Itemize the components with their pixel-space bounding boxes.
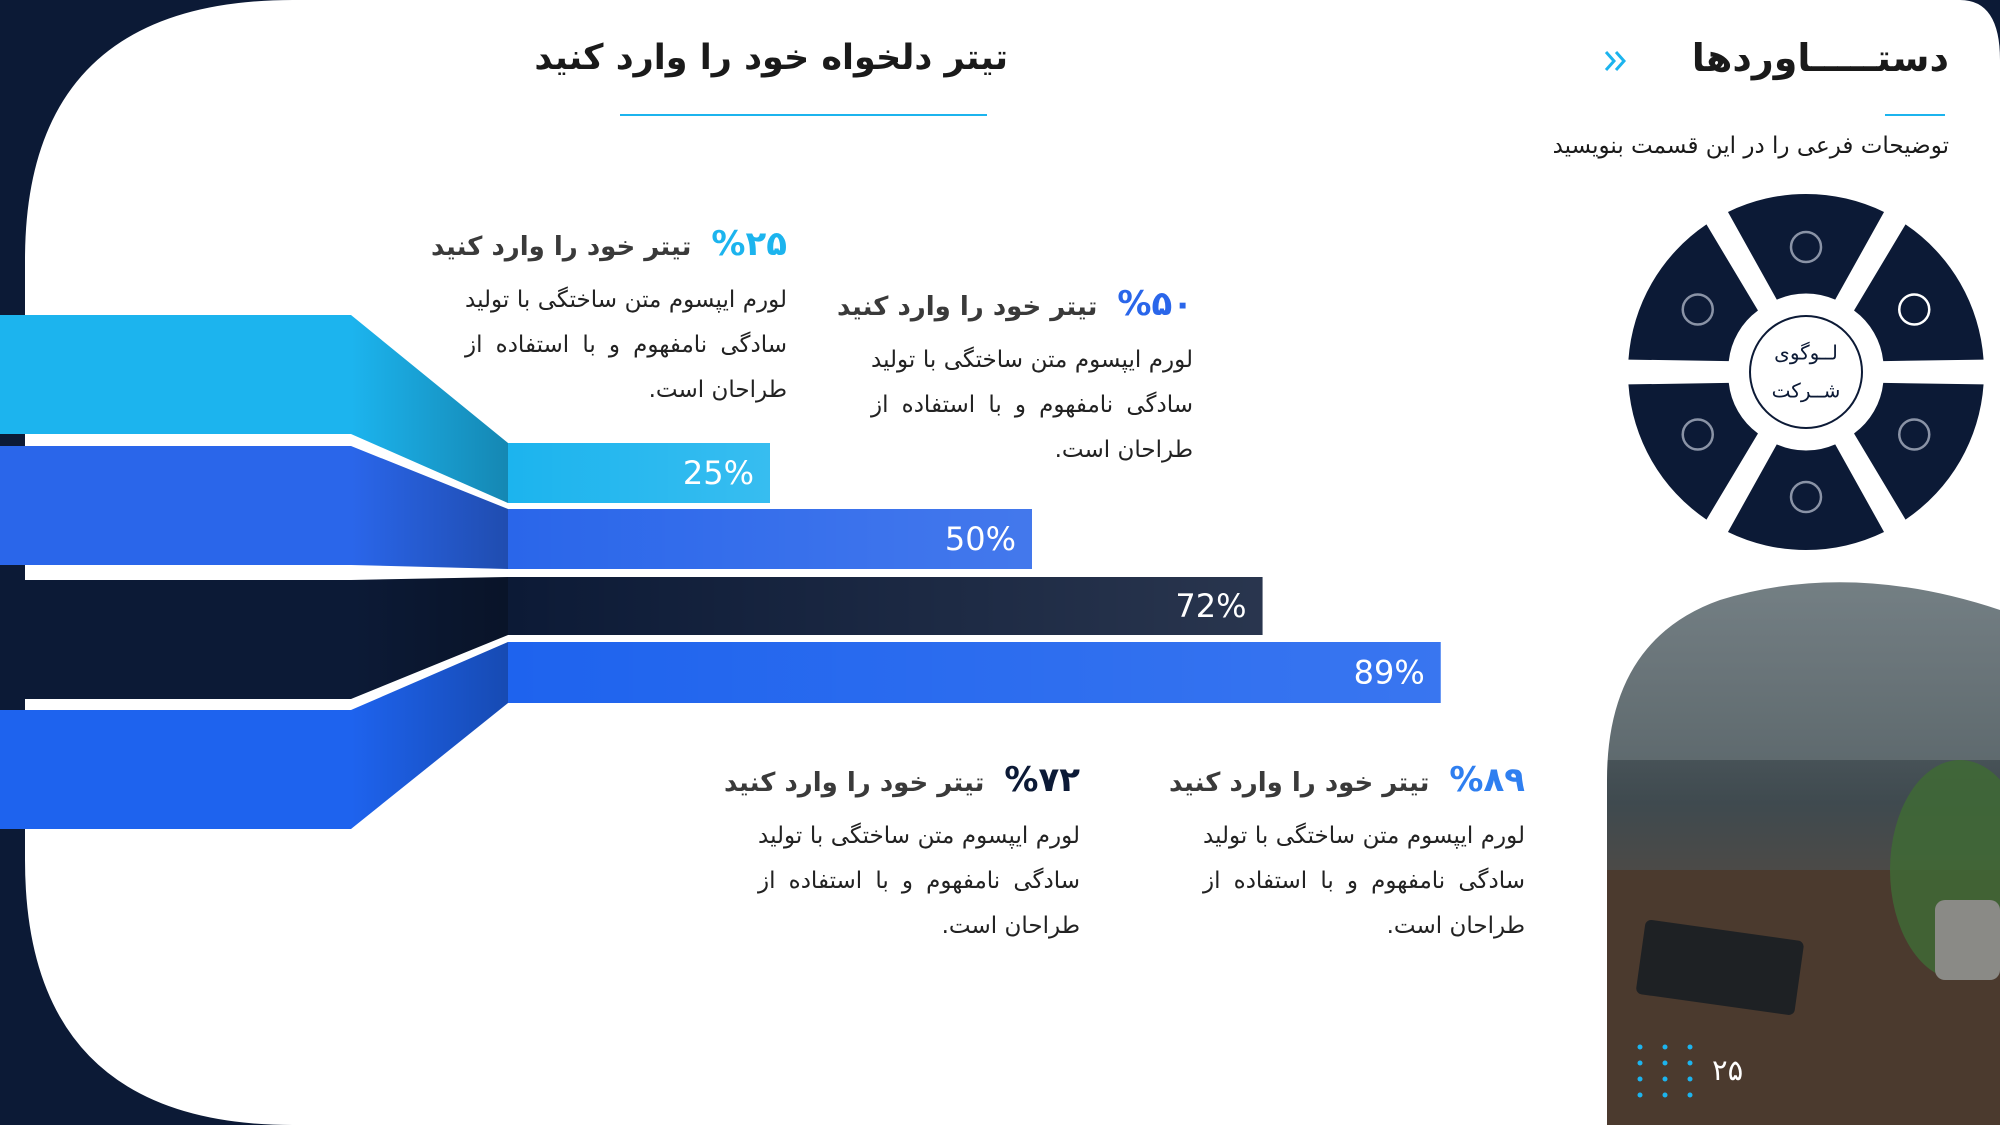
dot	[1662, 1060, 1668, 1066]
card: %۵۰ تیتر خود را وارد کنید لورم ایپسوم متن…	[837, 284, 1193, 473]
value-label: 25%	[683, 454, 754, 492]
value-label: 89%	[1354, 654, 1425, 692]
card-percent: %۵۰	[1117, 284, 1193, 324]
card-text: لورم ایپسوم متن ساختگی با تولید سادگی نا…	[758, 823, 1080, 939]
chevron	[1604, 51, 1617, 71]
card: %۷۲ تیتر خود را وارد کنید لورم ایپسوم متن…	[724, 760, 1080, 949]
bar-gloss	[508, 642, 1441, 703]
wheel-petal	[1727, 194, 1885, 300]
card-percent: %۲۵	[711, 224, 787, 264]
wheel-icon	[1681, 418, 1714, 451]
dot	[1687, 1076, 1693, 1082]
dots	[1637, 1044, 1693, 1098]
card: %۲۵ تیتر خود را وارد کنید لورم ایپسوم متن…	[431, 224, 787, 413]
dot	[1637, 1044, 1643, 1050]
funnel-shade	[351, 315, 508, 503]
dot	[1637, 1092, 1643, 1098]
value-label: 72%	[1175, 587, 1246, 625]
wheel-petal	[1854, 382, 1984, 520]
dot	[1662, 1092, 1668, 1098]
bar-gloss	[508, 577, 1263, 635]
card-title: تیتر خود را وارد کنید	[837, 292, 1098, 322]
funnel	[0, 315, 508, 829]
funnel-shade	[351, 446, 508, 569]
slide-title: دستـــــاوردها	[1691, 36, 1949, 80]
card-title: تیتر خود را وارد کنید	[724, 768, 985, 798]
dot	[1687, 1044, 1693, 1050]
wheel-icon	[1898, 418, 1931, 451]
card-text: لورم ایپسوم متن ساختگی با تولید سادگی نا…	[465, 287, 787, 403]
dot	[1637, 1060, 1643, 1066]
logo-text: لــوگوی	[1774, 341, 1838, 365]
bar-gloss	[508, 509, 1032, 569]
logo-circle	[1749, 315, 1863, 429]
dot	[1687, 1060, 1693, 1066]
photo	[1607, 540, 2000, 1125]
funnel-shade	[351, 577, 508, 699]
chevron	[1614, 51, 1627, 71]
dot	[1687, 1092, 1693, 1098]
card-title: تیتر خود را وارد کنید	[1169, 768, 1430, 798]
wheel-petal	[1628, 382, 1758, 520]
wheel-petal	[1628, 224, 1758, 362]
dot	[1637, 1076, 1643, 1082]
main-title: تیتر دلخواه خود را وارد کنید	[534, 38, 1008, 78]
card: %۸۹ تیتر خود را وارد کنید لورم ایپسوم متن…	[1169, 760, 1525, 949]
card-text: لورم ایپسوم متن ساختگی با تولید سادگی نا…	[871, 347, 1193, 463]
wheel-icon	[1898, 293, 1931, 326]
wheel-icon	[1789, 480, 1823, 514]
value-label: 50%	[945, 520, 1016, 558]
wheel-petal	[1727, 444, 1885, 550]
page-number: ۲۵	[1712, 1053, 1744, 1087]
bars: 25% 50% 72% 89%	[508, 443, 1441, 703]
card-percent: %۷۲	[1004, 760, 1080, 800]
card-percent: %۸۹	[1449, 760, 1525, 800]
logo-wheel: لــوگوی شــرکت	[1614, 180, 1998, 564]
wheel-icon	[1789, 230, 1823, 264]
subtitle: توضیحات فرعی را در این قسمت بنویسید	[1552, 133, 1949, 159]
bar-gloss	[508, 443, 770, 503]
funnel-shade	[351, 642, 508, 829]
dot	[1662, 1076, 1668, 1082]
logo-text: شــرکت	[1772, 379, 1841, 403]
card-title: تیتر خود را وارد کنید	[431, 232, 692, 262]
wheel-icon	[1681, 293, 1714, 326]
wheel-petal	[1854, 224, 1984, 362]
card-text: لورم ایپسوم متن ساختگی با تولید سادگی نا…	[1203, 823, 1525, 939]
dot	[1662, 1044, 1668, 1050]
